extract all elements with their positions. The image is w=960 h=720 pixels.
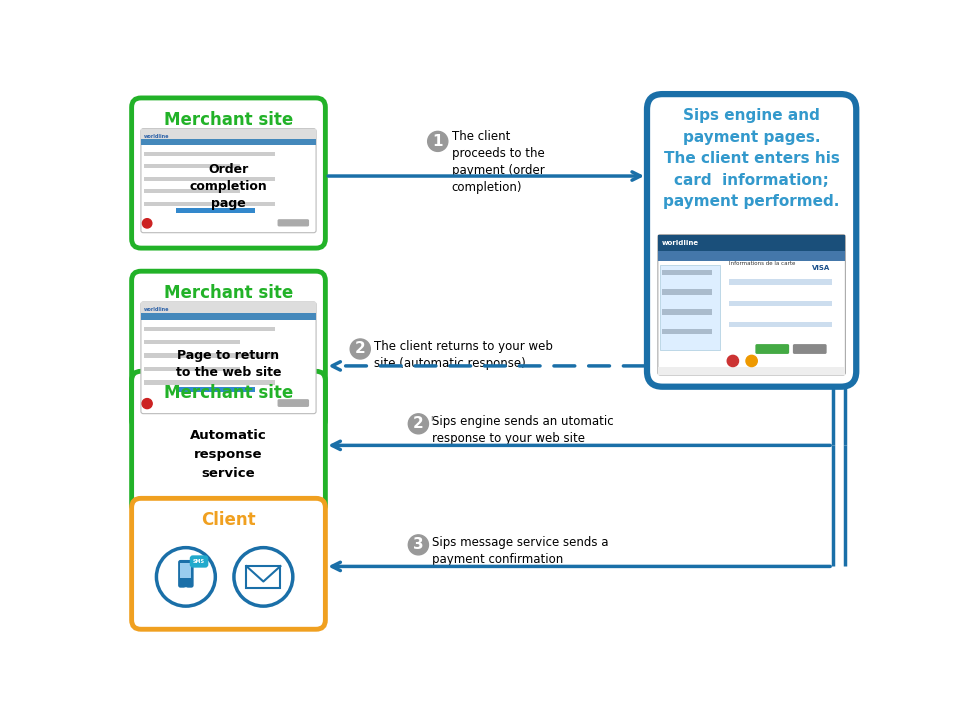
Text: Page to return
to the web site: Page to return to the web site	[176, 349, 281, 379]
FancyBboxPatch shape	[144, 354, 276, 358]
Circle shape	[184, 588, 188, 592]
FancyBboxPatch shape	[660, 266, 720, 350]
FancyBboxPatch shape	[144, 152, 276, 156]
FancyBboxPatch shape	[277, 399, 309, 407]
FancyBboxPatch shape	[141, 129, 316, 233]
FancyBboxPatch shape	[132, 98, 325, 248]
FancyBboxPatch shape	[144, 176, 276, 181]
FancyBboxPatch shape	[647, 94, 856, 387]
FancyBboxPatch shape	[144, 327, 276, 331]
Text: 2: 2	[355, 341, 366, 356]
FancyBboxPatch shape	[180, 563, 191, 578]
Text: Order
completion
page: Order completion page	[190, 163, 268, 210]
Circle shape	[728, 356, 738, 366]
FancyBboxPatch shape	[729, 279, 832, 285]
Text: VISA: VISA	[811, 265, 829, 271]
Text: ': '	[429, 415, 434, 433]
FancyBboxPatch shape	[793, 344, 827, 354]
Text: Automatic
response
service: Automatic response service	[190, 428, 267, 480]
Circle shape	[142, 219, 152, 228]
Text: Client: Client	[202, 511, 255, 529]
FancyBboxPatch shape	[141, 129, 316, 139]
Circle shape	[408, 535, 428, 555]
FancyBboxPatch shape	[144, 189, 240, 193]
FancyBboxPatch shape	[658, 235, 846, 375]
FancyBboxPatch shape	[247, 566, 280, 588]
Text: Merchant site: Merchant site	[164, 384, 293, 402]
Text: 1: 1	[433, 134, 443, 149]
FancyBboxPatch shape	[144, 202, 276, 206]
FancyBboxPatch shape	[144, 380, 276, 384]
Text: Informations de la carte: Informations de la carte	[729, 261, 796, 266]
Text: 3: 3	[413, 537, 423, 552]
Text: worldline: worldline	[144, 307, 170, 312]
FancyBboxPatch shape	[132, 372, 325, 514]
FancyBboxPatch shape	[756, 344, 789, 354]
FancyBboxPatch shape	[144, 340, 240, 344]
Text: Merchant site: Merchant site	[164, 110, 293, 128]
FancyBboxPatch shape	[144, 164, 240, 168]
FancyBboxPatch shape	[176, 208, 254, 213]
FancyBboxPatch shape	[141, 302, 316, 414]
FancyBboxPatch shape	[658, 366, 846, 375]
Text: The client returns to your web
site (automatic response): The client returns to your web site (aut…	[374, 340, 553, 370]
FancyBboxPatch shape	[661, 309, 712, 315]
Circle shape	[142, 399, 153, 409]
Circle shape	[427, 131, 447, 151]
FancyBboxPatch shape	[658, 251, 846, 261]
Circle shape	[350, 339, 371, 359]
FancyBboxPatch shape	[661, 270, 712, 275]
FancyBboxPatch shape	[179, 560, 194, 588]
Text: Sips engine and
payment pages.
The client enters his
card  information;
payment : Sips engine and payment pages. The clien…	[663, 108, 840, 210]
FancyBboxPatch shape	[661, 289, 712, 295]
Circle shape	[408, 414, 428, 434]
Text: Sips message service sends a
payment confirmation: Sips message service sends a payment con…	[432, 536, 609, 566]
Text: worldline: worldline	[144, 133, 170, 138]
Text: Sips engine sends an utomatic
response to your web site: Sips engine sends an utomatic response t…	[432, 415, 614, 444]
FancyBboxPatch shape	[141, 302, 316, 313]
FancyBboxPatch shape	[729, 300, 832, 306]
FancyBboxPatch shape	[729, 322, 832, 328]
FancyBboxPatch shape	[141, 139, 316, 145]
FancyBboxPatch shape	[141, 313, 316, 320]
Text: The client
proceeds to the
payment (order
completion): The client proceeds to the payment (orde…	[452, 130, 544, 194]
Text: SMS: SMS	[193, 559, 205, 564]
FancyBboxPatch shape	[190, 555, 208, 567]
FancyBboxPatch shape	[176, 387, 254, 392]
FancyBboxPatch shape	[132, 498, 325, 629]
Text: worldline: worldline	[661, 240, 699, 246]
Text: 2: 2	[413, 416, 423, 431]
Circle shape	[746, 356, 757, 366]
FancyBboxPatch shape	[658, 235, 846, 251]
FancyBboxPatch shape	[132, 271, 325, 429]
Text: Merchant site: Merchant site	[164, 284, 293, 302]
FancyBboxPatch shape	[661, 328, 712, 334]
FancyBboxPatch shape	[144, 366, 240, 372]
FancyBboxPatch shape	[277, 219, 309, 227]
